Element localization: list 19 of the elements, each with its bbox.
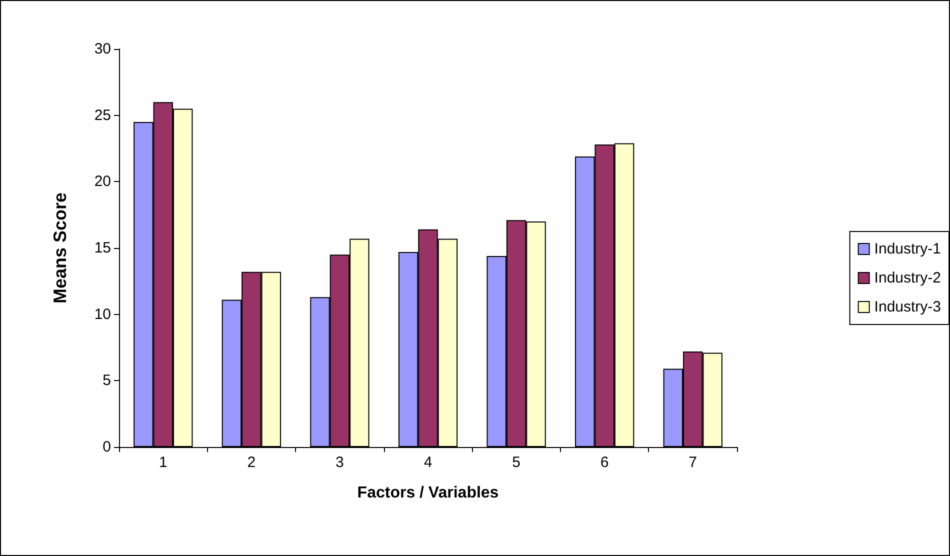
x-tick-label: 5 [512, 454, 520, 471]
y-tick-label: 30 [94, 40, 111, 58]
legend-label: Industry-3 [874, 298, 942, 316]
y-axis-title: Means Score [50, 192, 70, 304]
x-tick-label: 2 [247, 454, 256, 471]
legend-label: Industry-1 [874, 240, 942, 258]
x-tick-label: 3 [336, 454, 344, 471]
x-axis-title: Factors / Variables [357, 484, 499, 502]
y-tick-label: 10 [94, 306, 111, 323]
y-tick-label: 0 [102, 438, 111, 456]
y-tick-label: 5 [102, 372, 111, 390]
x-tick-label: 6 [600, 454, 609, 471]
x-tick-label: 4 [424, 454, 432, 471]
x-tick-label: 7 [688, 454, 698, 471]
x-tick-label: 1 [158, 454, 168, 471]
y-tick-label: 25 [94, 106, 111, 124]
y-tick-label: 20 [94, 173, 111, 190]
y-tick-label: 15 [94, 240, 111, 256]
legend-label: Industry-2 [874, 270, 942, 286]
